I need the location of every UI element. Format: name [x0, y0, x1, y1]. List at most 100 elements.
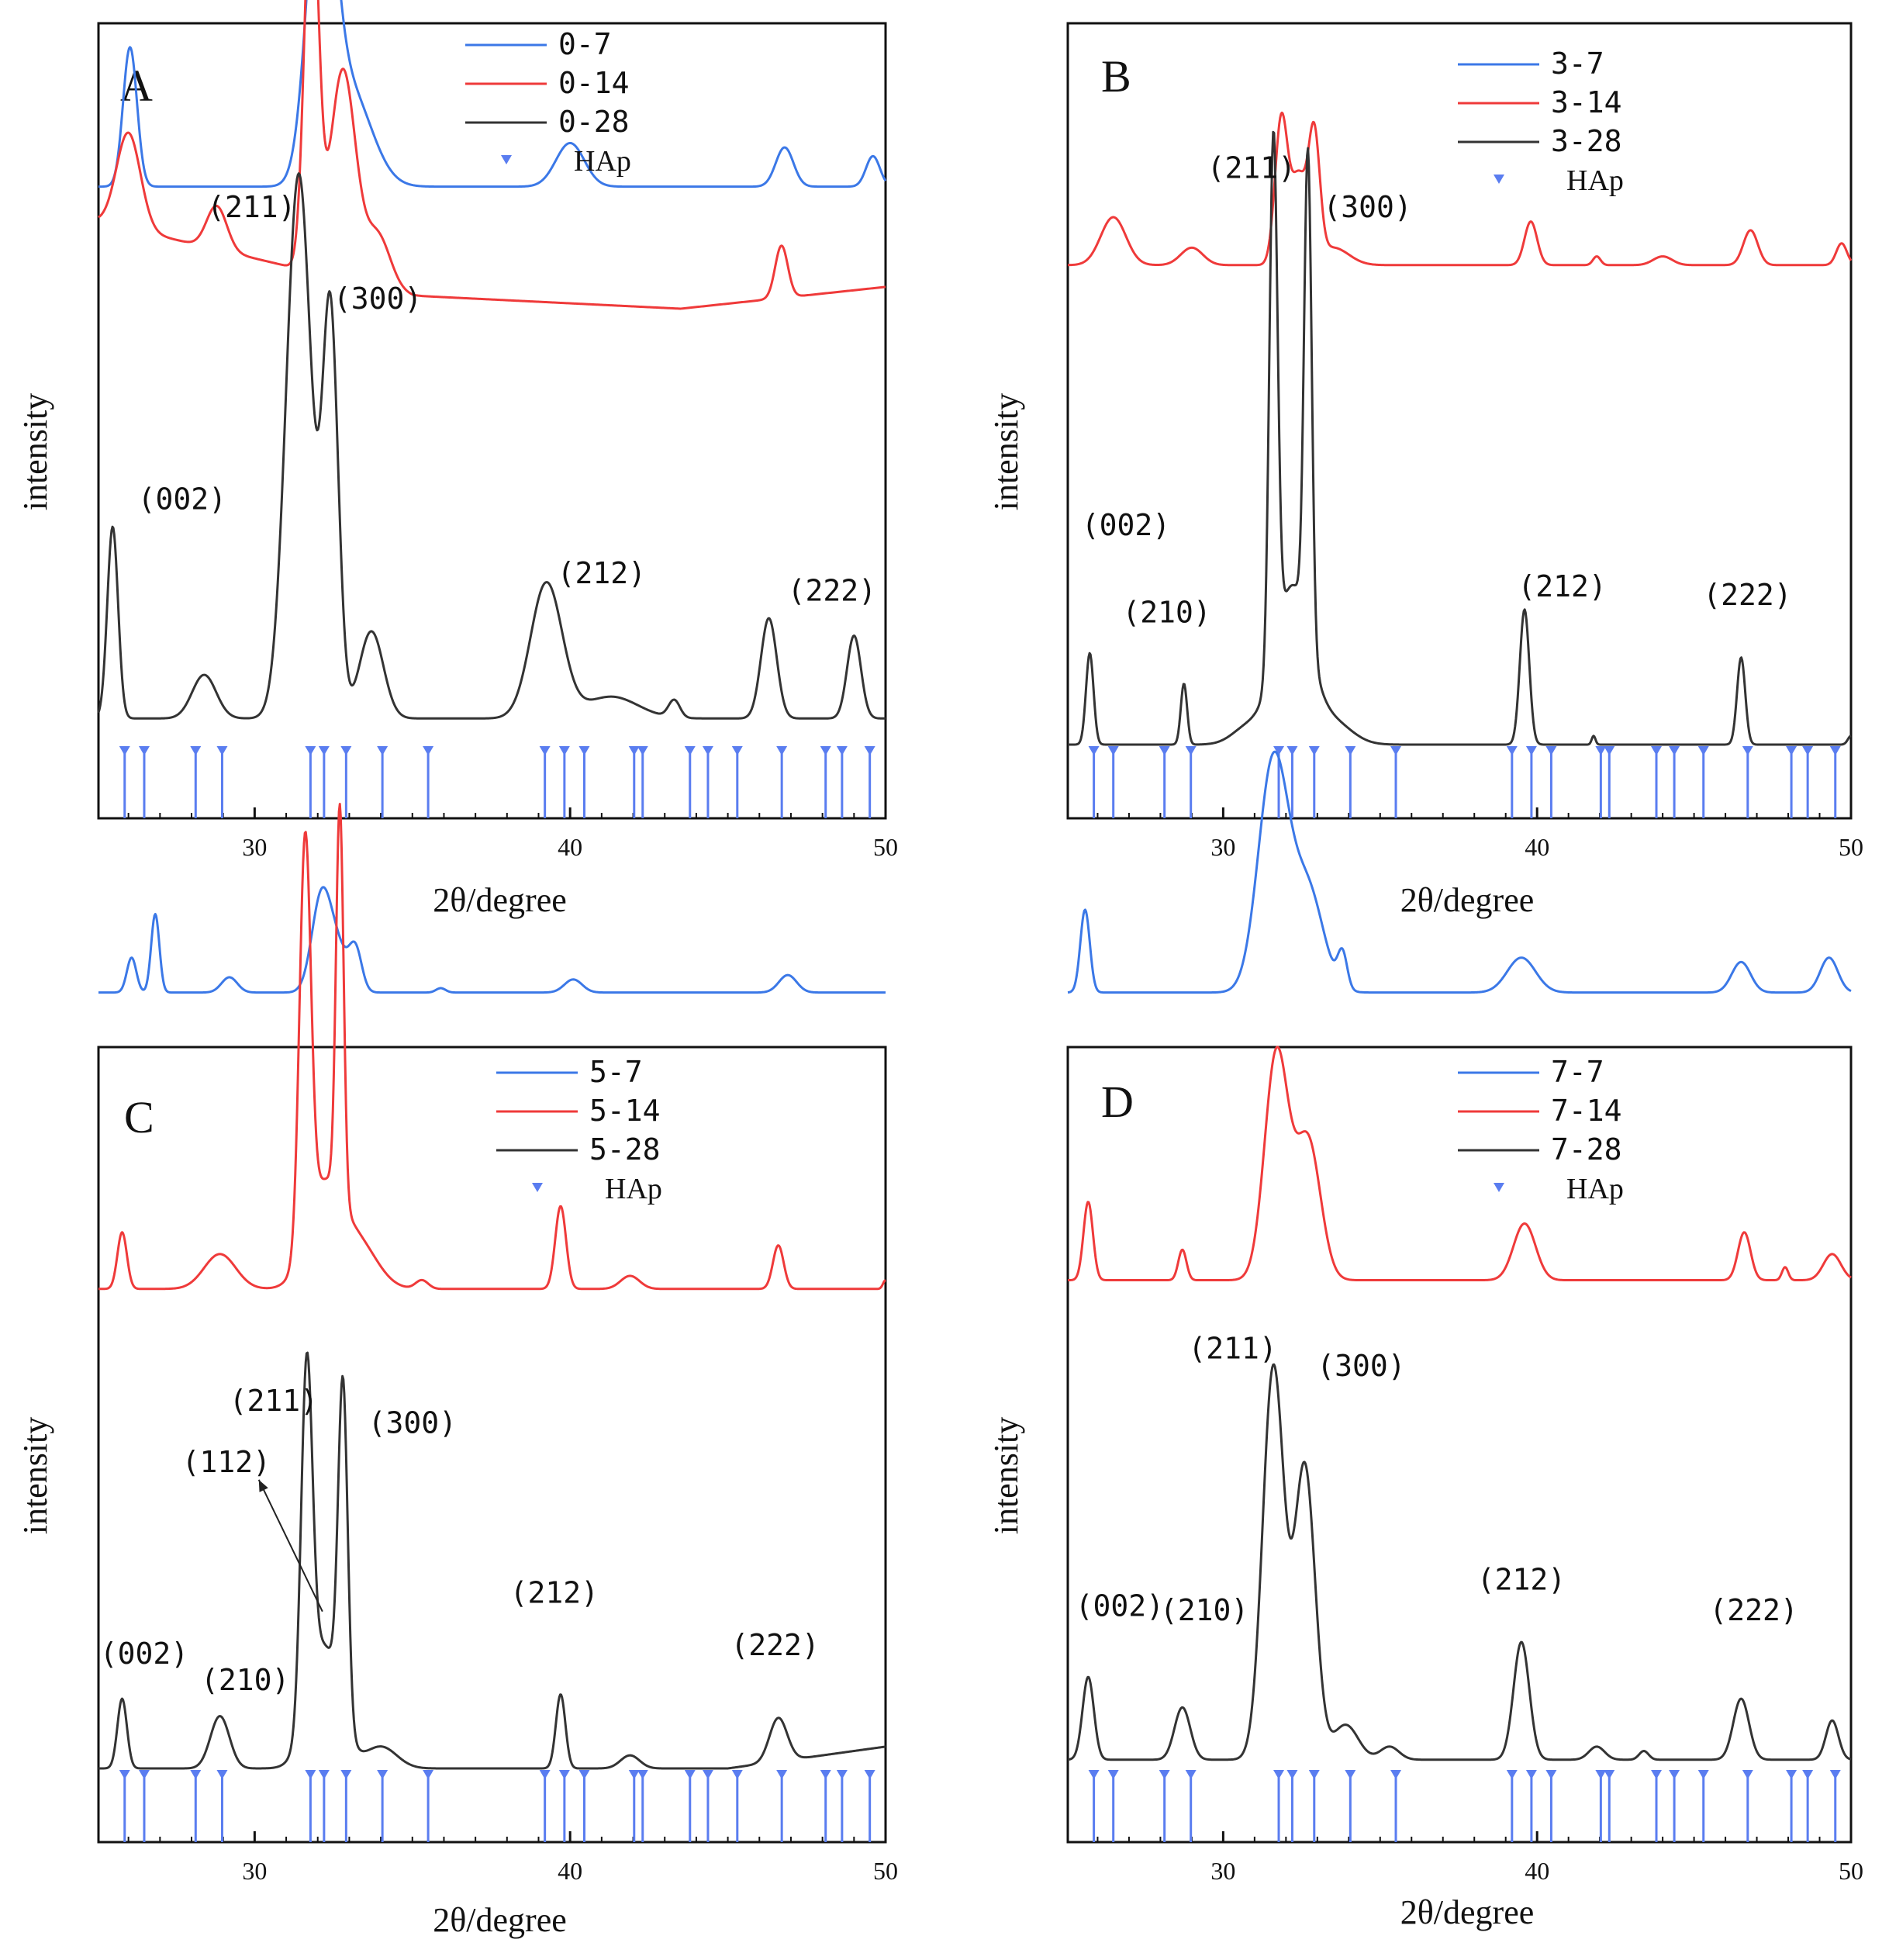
- miller-index-label: (002): [100, 1637, 188, 1671]
- hap-reference-marker: [1159, 746, 1170, 755]
- panel-d: 30 40 50 2θ/degree intensity D (002)(210) (211)…: [987, 750, 1863, 1931]
- hap-reference-marker: [1651, 1770, 1663, 1779]
- hap-reference-marker: [138, 746, 150, 755]
- hap-reference-marker: [1107, 746, 1119, 755]
- hap-reference-marker: [864, 1770, 875, 1779]
- hap-reference-marker: [1669, 746, 1680, 755]
- hap-reference-marker: [1697, 746, 1709, 755]
- hap-reference-marker: [1273, 1770, 1285, 1779]
- hap-reference-marker: [558, 746, 570, 755]
- series-line-3-28: [1067, 130, 1852, 746]
- hap-reference-marker: [216, 1770, 228, 1779]
- miller-index-label: (002): [138, 482, 226, 517]
- hap-reference-marker: [1545, 746, 1557, 755]
- x-axis-title: 2θ/degree: [433, 881, 567, 919]
- hap-reference-marker: [138, 1770, 150, 1779]
- x-tick-label: 50: [1839, 833, 1863, 861]
- series-line-7-14: [1067, 1046, 1852, 1282]
- x-tick-label: 30: [242, 833, 267, 861]
- hap-reference-marker: [1088, 1770, 1100, 1779]
- legend-hap-marker: [1494, 175, 1504, 184]
- hap-reference-marker: [377, 1770, 389, 1779]
- hap-reference-marker: [305, 746, 316, 755]
- hap-reference-marker: [628, 1770, 640, 1779]
- hap-reference-marker: [864, 746, 875, 755]
- miller-index-label: (300): [333, 282, 422, 316]
- hap-reference-marker: [1651, 746, 1663, 755]
- panel-a: 30 40 502θ/degreeintensityA(002)(211)(300)…: [16, 0, 898, 919]
- hap-reference-marker: [1088, 746, 1100, 755]
- x-tick-label: 40: [558, 833, 582, 861]
- hap-reference-marker: [1829, 1770, 1841, 1779]
- hap-reference-marker: [702, 1770, 713, 1779]
- miller-index-label: (212): [558, 556, 646, 590]
- y-axis-title: intensity: [987, 393, 1025, 511]
- legend-label: 5-14: [589, 1094, 661, 1128]
- series-line-0-28: [97, 172, 886, 720]
- x-tick-label: 40: [1525, 1857, 1549, 1885]
- hap-reference-marker: [190, 1770, 202, 1779]
- miller-index-label: (211): [207, 190, 295, 224]
- miller-index-label: (211): [1207, 150, 1296, 185]
- hap-reference-marker: [820, 746, 831, 755]
- legend-hap-marker: [532, 1183, 543, 1192]
- x-tick-label: 40: [558, 1857, 582, 1885]
- series-line-5-28: [98, 1351, 886, 1770]
- x-tick-label: 50: [873, 1857, 898, 1885]
- hap-reference-marker: [776, 1770, 788, 1779]
- miller-index-label: (112): [182, 1445, 271, 1479]
- x-tick-label: 50: [1839, 1857, 1863, 1885]
- legend-label: 7-14: [1551, 1094, 1622, 1128]
- legend-label: HAp: [574, 145, 631, 178]
- miller-index-label: (002): [1076, 1588, 1164, 1623]
- hap-reference-marker: [1345, 746, 1356, 755]
- legend-label: 0-14: [558, 66, 630, 100]
- miller-index-label: (211): [230, 1384, 318, 1418]
- hap-reference-marker: [1308, 1770, 1320, 1779]
- hap-reference-marker: [1185, 746, 1197, 755]
- hap-reference-marker: [216, 746, 228, 755]
- miller-index-label: (222): [1703, 578, 1791, 612]
- hap-reference-marker: [578, 746, 590, 755]
- legend: 5-7 5-14 5-28 HAp: [496, 1055, 662, 1205]
- legend-label: 5-28: [589, 1132, 661, 1167]
- hap-reference-marker: [1604, 1770, 1615, 1779]
- hap-reference-marker: [1273, 746, 1285, 755]
- legend: 0-7 0-14 0-28 HAp: [465, 27, 631, 178]
- hap-reference-marker: [1742, 746, 1753, 755]
- hap-reference-marker: [539, 1770, 551, 1779]
- hap-reference-marker: [1742, 1770, 1753, 1779]
- hap-reference-marker: [1506, 746, 1518, 755]
- y-axis-title: intensity: [987, 1417, 1025, 1535]
- hap-reference-marker: [1595, 746, 1607, 755]
- hap-reference-marker: [119, 746, 130, 755]
- legend-hap-marker: [1494, 1183, 1504, 1192]
- hap-reference-marker: [820, 1770, 831, 1779]
- hap-reference-marker: [1345, 1770, 1356, 1779]
- x-tick-label: 30: [1210, 1857, 1235, 1885]
- hap-reference-marker: [340, 1770, 352, 1779]
- hap-reference-marker: [1107, 1770, 1119, 1779]
- series-line-7-7: [1067, 750, 1852, 994]
- hap-reference-marker: [318, 1770, 330, 1779]
- hap-reference-marker: [1390, 746, 1402, 755]
- series-line-5-7: [98, 886, 886, 994]
- hap-reference-marker: [1829, 746, 1841, 755]
- panel-c: 30 40 50 2θ/degree intensity C (002) (210) (112)…: [16, 803, 898, 1939]
- hap-reference-marker: [340, 746, 352, 755]
- x-axis-title: 2θ/degree: [433, 1901, 567, 1939]
- hap-reference-marker: [1286, 746, 1298, 755]
- legend-label: HAp: [1566, 164, 1624, 197]
- x-tick-label: 30: [1210, 833, 1235, 861]
- plot-frame: [97, 1046, 887, 1844]
- x-axis-title: 2θ/degree: [1400, 881, 1535, 919]
- miller-index-label: (211): [1188, 1332, 1276, 1366]
- hap-reference-marker: [190, 746, 202, 755]
- miller-index-label: (212): [1477, 1563, 1566, 1597]
- legend-label: 5-7: [589, 1055, 643, 1089]
- panel-letter: B: [1101, 51, 1131, 102]
- panel-letter: D: [1101, 1077, 1134, 1127]
- hap-reference-marker: [318, 746, 330, 755]
- hap-reference-marker: [702, 746, 713, 755]
